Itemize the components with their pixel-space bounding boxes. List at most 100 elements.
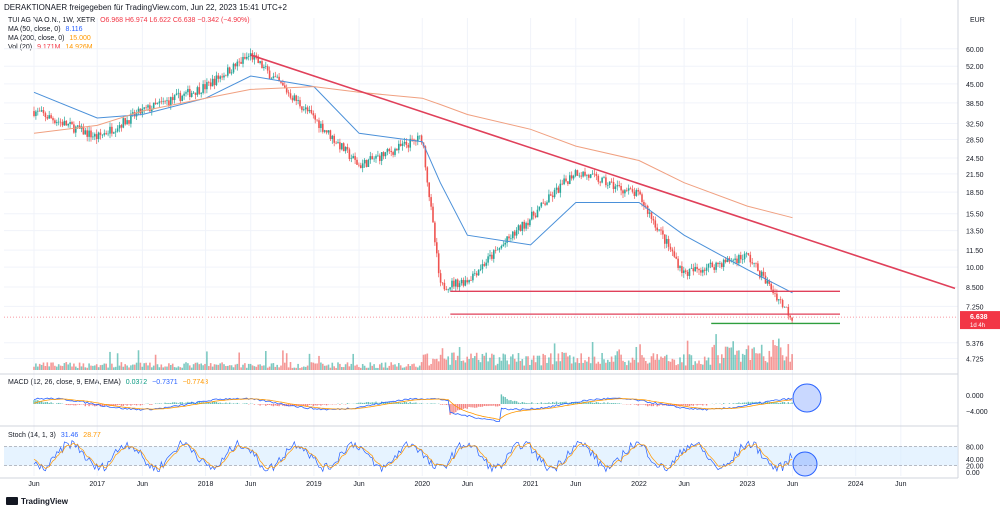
volume-bar	[424, 354, 427, 370]
stoch-tick-label: 40.00	[966, 457, 984, 464]
volume-bar	[325, 365, 328, 370]
macd-histogram-bar	[35, 400, 37, 404]
volume-bar	[567, 356, 569, 370]
volume-bar	[109, 351, 111, 370]
stoch-legend[interactable]: Stoch (14, 1, 3) 31.46 28.77	[8, 431, 104, 440]
candle-body	[297, 100, 299, 101]
volume-bar	[620, 354, 622, 370]
candle-body	[94, 134, 96, 137]
candle-body	[679, 266, 681, 268]
macd-histogram-bar	[745, 402, 748, 404]
candle-body	[702, 269, 704, 273]
volume-bar	[721, 354, 723, 370]
candle-body	[377, 155, 379, 157]
macd-legend[interactable]: MACD (12, 26, close, 9, EMA, EMA) 0.0372…	[8, 378, 211, 387]
candle-body	[242, 56, 244, 64]
candle-body	[124, 118, 126, 125]
candle-body	[223, 75, 225, 78]
volume-bar	[439, 354, 442, 370]
macd-histogram-bar	[90, 404, 92, 406]
candle-body	[344, 146, 347, 152]
macd-histogram-bar	[154, 403, 157, 404]
volume-bar	[743, 354, 746, 370]
volume-legend[interactable]: Vol (20) 9.171M 14.926M	[8, 43, 96, 52]
macd-histogram-bar	[257, 404, 259, 405]
candle-body	[743, 253, 746, 260]
macd-histogram-bar	[128, 404, 130, 405]
macd-histogram-bar	[308, 404, 311, 406]
candle-body	[496, 249, 499, 251]
macd-histogram-bar	[542, 403, 544, 404]
volume-bar	[181, 367, 183, 370]
volume-bar	[694, 361, 696, 370]
candle-body	[741, 259, 744, 260]
candle-body	[276, 76, 278, 78]
macd-histogram-bar	[135, 404, 138, 406]
candle-body	[118, 125, 121, 129]
candle-body	[605, 177, 607, 186]
candle-body	[274, 76, 277, 78]
macd-histogram-bar	[472, 404, 474, 408]
time-tick-label: Jun	[28, 481, 39, 488]
macd-histogram-bar	[253, 404, 256, 405]
volume-ma-value: 14.926M	[65, 44, 93, 51]
macd-histogram-bar	[791, 402, 793, 404]
candle-body	[506, 236, 508, 243]
symbol-legend[interactable]: TUI AG NA O.N., 1W, XETR O6.968 H6.974 L…	[8, 16, 253, 25]
ma200-legend[interactable]: MA (200, close, 0) 15.000	[8, 34, 94, 43]
macd-histogram-bar	[40, 401, 43, 404]
candle-body	[116, 128, 119, 132]
candle-body	[259, 61, 261, 64]
volume-bar	[740, 361, 742, 370]
volume-bar	[762, 356, 765, 370]
candle-body	[388, 149, 391, 151]
candle-body	[46, 117, 49, 119]
candle-body	[760, 271, 763, 278]
volume-bar	[234, 364, 237, 370]
candle-body	[33, 111, 35, 117]
macd-histogram-bar	[567, 402, 569, 404]
candle-body	[648, 212, 651, 214]
macd-histogram-bar	[268, 404, 271, 405]
macd-histogram-bar	[407, 403, 409, 404]
macd-histogram-bar	[464, 404, 466, 409]
volume-bar	[432, 358, 434, 370]
volume-bar	[673, 359, 676, 370]
tradingview-logo[interactable]: TradingView	[6, 497, 68, 506]
volume-bar	[420, 362, 423, 370]
volume-bar	[113, 367, 115, 370]
volume-bar	[217, 364, 220, 370]
volume-bar	[475, 352, 478, 370]
macd-histogram-bar	[778, 402, 780, 404]
volume-bar	[209, 363, 212, 370]
volume-bar	[584, 360, 586, 370]
stoch-d-value: 28.77	[83, 432, 101, 439]
volume-bar	[297, 363, 299, 370]
ohlc-values: O6.968 H6.974 L6.622 C6.638 −0.342 (−4.9…	[100, 17, 250, 24]
macd-histogram-bar	[386, 402, 389, 404]
candle-body	[394, 148, 396, 155]
volume-bar	[527, 356, 529, 370]
candle-body	[289, 93, 292, 98]
candle-body	[502, 244, 505, 246]
volume-bar	[151, 367, 153, 370]
candle-body	[576, 170, 579, 176]
volume-bar	[785, 356, 788, 370]
volume-bar	[202, 365, 204, 370]
macd-histogram-bar	[413, 402, 415, 404]
macd-histogram-bar	[489, 404, 491, 406]
candle-body	[175, 93, 178, 96]
candle-body	[527, 222, 529, 226]
candle-body	[430, 197, 432, 207]
candle-body	[246, 56, 248, 59]
volume-bar	[434, 359, 436, 370]
volume-bar	[228, 365, 231, 370]
volume-bar	[76, 367, 79, 370]
volume-bar	[610, 356, 613, 370]
volume-bar	[563, 352, 565, 370]
candle-body	[645, 205, 647, 207]
candle-body	[130, 113, 132, 124]
candle-body	[683, 270, 685, 274]
volume-bar	[764, 360, 767, 370]
